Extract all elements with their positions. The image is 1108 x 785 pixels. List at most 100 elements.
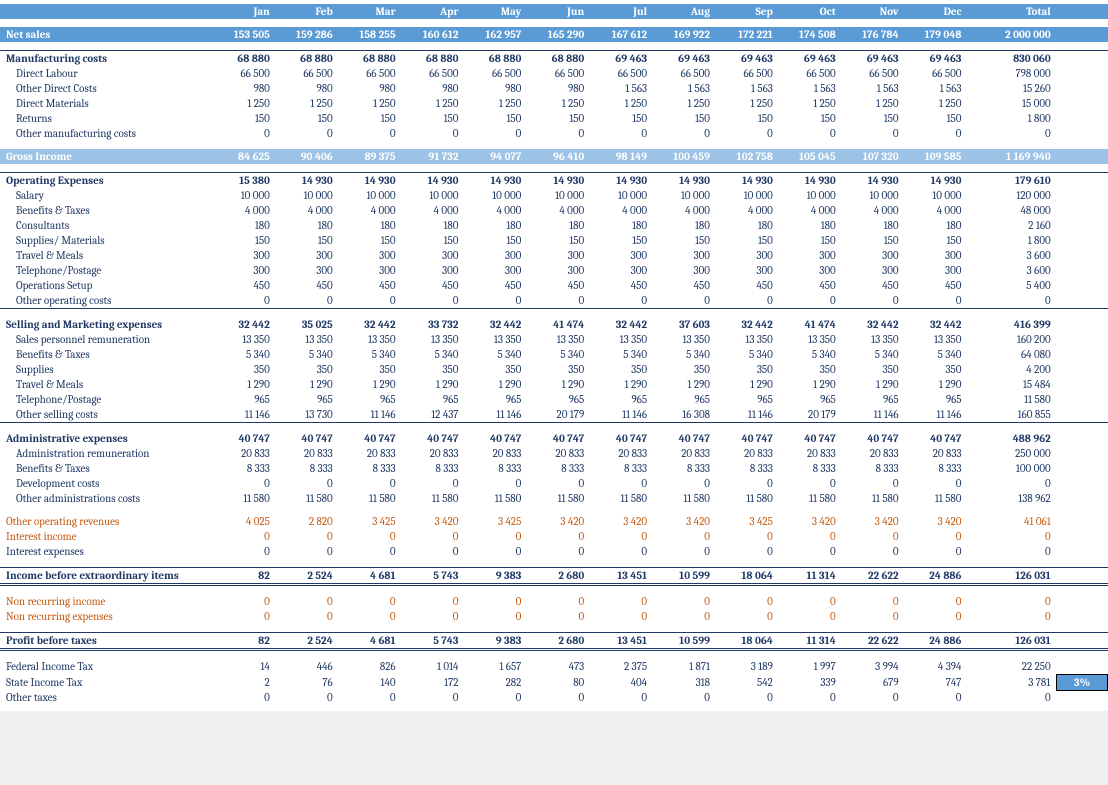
- row-value: 150: [842, 111, 905, 126]
- row-value: 4 681: [339, 633, 402, 650]
- row-total: 5 400: [986, 278, 1057, 293]
- row-value: 40 747: [402, 431, 465, 446]
- row-value: 11 580: [716, 491, 779, 506]
- row-value: 0: [402, 544, 465, 559]
- row-value: 300: [464, 263, 527, 278]
- row-value: 11 314: [779, 633, 842, 650]
- row-value: 10 000: [464, 188, 527, 203]
- row-value: 300: [276, 263, 339, 278]
- row-value: 10 000: [653, 188, 716, 203]
- row-value: 300: [842, 248, 905, 263]
- row-value: 5 340: [527, 347, 590, 362]
- row-label: Other operating revenues: [0, 514, 213, 529]
- data-row: Travel & Meals30030030030030030030030030…: [0, 248, 1108, 263]
- row-value: 0: [590, 544, 653, 559]
- row-value: 107 320: [842, 149, 905, 164]
- row-value: 450: [402, 278, 465, 293]
- row-value: 350: [653, 362, 716, 377]
- month-header: Sep: [716, 4, 779, 19]
- row-value: 1 563: [653, 81, 716, 96]
- row-total: 0: [986, 529, 1057, 544]
- row-value: 747: [905, 674, 968, 690]
- row-value: 965: [213, 392, 276, 407]
- row-value: 13 350: [716, 332, 779, 347]
- row-value: 20 833: [276, 446, 339, 461]
- row-value: 0: [842, 544, 905, 559]
- row-value: 11 146: [213, 407, 276, 423]
- data-row: Development costs0000000000000: [0, 476, 1108, 491]
- data-row: Profit before taxes822 5244 6815 7439 38…: [0, 633, 1108, 650]
- data-row: Other administrations costs11 58011 5801…: [0, 491, 1108, 506]
- row-value: 0: [213, 690, 276, 705]
- row-value: 5 340: [402, 347, 465, 362]
- row-value: 3 425: [339, 514, 402, 529]
- row-value: 300: [527, 263, 590, 278]
- row-value: 98 149: [590, 149, 653, 164]
- row-value: 10 000: [842, 188, 905, 203]
- data-row: Federal Income Tax144468261 0141 6574732…: [0, 659, 1108, 674]
- row-value: 350: [716, 362, 779, 377]
- data-row: Returns150150150150150150150150150150150…: [0, 111, 1108, 126]
- row-value: 965: [464, 392, 527, 407]
- row-value: 8 333: [213, 461, 276, 476]
- spacer-row: [0, 559, 1108, 568]
- row-value: 13 350: [464, 332, 527, 347]
- row-value: 300: [779, 263, 842, 278]
- row-value: 1 563: [716, 81, 779, 96]
- data-row: Salary10 00010 00010 00010 00010 00010 0…: [0, 188, 1108, 203]
- row-value: 14 930: [779, 173, 842, 189]
- row-value: 102 758: [716, 149, 779, 164]
- row-value: 4 000: [276, 203, 339, 218]
- row-value: 180: [276, 218, 339, 233]
- row-value: 0: [905, 544, 968, 559]
- row-value: 980: [402, 81, 465, 96]
- row-value: 0: [653, 594, 716, 609]
- row-value: 826: [339, 659, 402, 674]
- row-value: 1 871: [653, 659, 716, 674]
- row-value: 1 250: [842, 96, 905, 111]
- row-value: 300: [213, 263, 276, 278]
- row-value: 24 886: [905, 633, 968, 650]
- row-value: 40 747: [590, 431, 653, 446]
- row-value: 0: [213, 544, 276, 559]
- row-value: 2 375: [590, 659, 653, 674]
- row-total: 41 061: [986, 514, 1057, 529]
- row-value: 69 463: [590, 51, 653, 67]
- row-value: 10 000: [779, 188, 842, 203]
- row-value: 450: [213, 278, 276, 293]
- row-value: 13 350: [527, 332, 590, 347]
- row-value: 300: [779, 248, 842, 263]
- row-value: 22 622: [842, 633, 905, 650]
- row-value: 68 880: [276, 51, 339, 67]
- row-label: Direct Materials: [0, 96, 213, 111]
- row-value: 350: [213, 362, 276, 377]
- row-value: 69 463: [842, 51, 905, 67]
- row-value: 180: [716, 218, 779, 233]
- row-value: 150: [402, 233, 465, 248]
- row-value: 14 930: [276, 173, 339, 189]
- row-label: Administration remuneration: [0, 446, 213, 461]
- row-value: 180: [464, 218, 527, 233]
- row-value: 0: [276, 609, 339, 624]
- row-total: 798 000: [986, 66, 1057, 81]
- row-value: 5 340: [842, 347, 905, 362]
- row-value: 0: [779, 544, 842, 559]
- row-value: 0: [716, 609, 779, 624]
- row-value: 14 930: [842, 173, 905, 189]
- row-value: 14 930: [905, 173, 968, 189]
- row-value: 0: [779, 690, 842, 705]
- row-value: 542: [716, 674, 779, 690]
- row-value: 8 333: [402, 461, 465, 476]
- row-value: 11 580: [402, 491, 465, 506]
- row-value: 5 340: [779, 347, 842, 362]
- row-value: 91 732: [402, 149, 465, 164]
- row-value: 32 442: [213, 317, 276, 332]
- spacer-row: [0, 164, 1108, 173]
- row-value: 4 681: [339, 568, 402, 585]
- row-value: 13 730: [276, 407, 339, 423]
- spacer-row: [0, 506, 1108, 514]
- row-value: 0: [653, 544, 716, 559]
- row-value: 8 333: [716, 461, 779, 476]
- data-row: Administrative expenses40 74740 74740 74…: [0, 431, 1108, 446]
- row-value: 20 833: [653, 446, 716, 461]
